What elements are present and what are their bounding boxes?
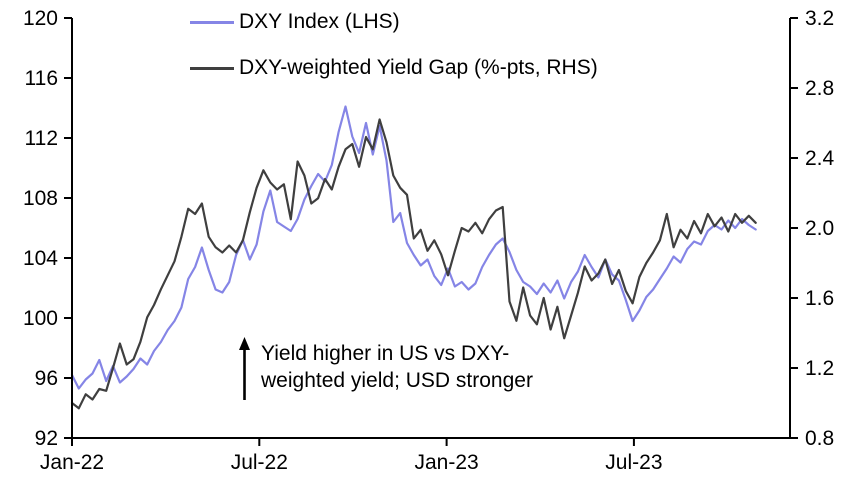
left-axis-tick-label: 92 (35, 427, 58, 450)
x-axis-tick-label: Jan-22 (40, 451, 104, 474)
x-axis-tick-label: Jan-23 (414, 451, 478, 474)
legend: DXY Index (LHS) DXY-weighted Yield Gap (… (190, 8, 598, 100)
legend-label-yield-gap: DXY-weighted Yield Gap (%-pts, RHS) (239, 56, 598, 79)
legend-item-yield-gap: DXY-weighted Yield Gap (%-pts, RHS) (190, 54, 598, 82)
annotation: Yield higher in US vs DXY- weighted yiel… (237, 337, 533, 403)
legend-label-dxy-index: DXY Index (LHS) (239, 10, 400, 33)
left-axis-tick-label: 120 (23, 7, 58, 30)
legend-swatch-yield-gap-line (190, 66, 234, 70)
x-axis-tick-label: Jul-22 (231, 451, 288, 474)
x-axis-tick-label: Jul-23 (605, 451, 662, 474)
up-arrow-icon (239, 337, 250, 400)
left-axis-tick-label: 116 (25, 67, 58, 90)
left-axis-tick-label: 108 (23, 187, 58, 210)
legend-swatch-dxy-line (190, 20, 234, 24)
right-axis-tick-label: 1.6 (805, 287, 834, 310)
annotation-line-2: weighted yield; USD stronger (261, 369, 533, 392)
series-line-1 (70, 118, 757, 410)
left-axis-tick-label: 112 (25, 127, 58, 150)
right-axis-tick-label: 3.2 (805, 7, 834, 30)
series-line-0 (70, 105, 757, 390)
right-axis-tick-label: 2.0 (805, 217, 834, 240)
annotation-line-1: Yield higher in US vs DXY- (261, 342, 510, 365)
annotation-text: Yield higher in US vs DXY- weighted yiel… (261, 337, 533, 403)
left-axis-tick-label: 104 (23, 247, 58, 270)
right-axis-tick-label: 2.4 (805, 147, 835, 170)
right-axis-tick-label: 1.2 (805, 357, 834, 380)
legend-item-dxy-index: DXY Index (LHS) (190, 8, 598, 36)
left-axis-tick-label: 100 (23, 307, 58, 330)
left-axis-tick-label: 96 (35, 367, 58, 390)
right-axis-tick-label: 2.8 (805, 77, 834, 100)
right-axis-tick-label: 0.8 (805, 427, 834, 450)
